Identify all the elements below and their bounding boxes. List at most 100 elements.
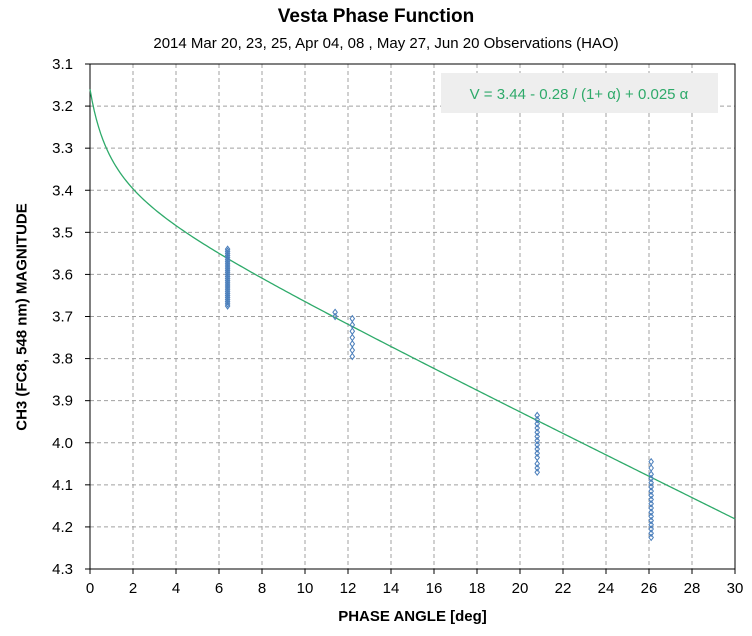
y-tick-label: 3.4 — [52, 182, 73, 199]
y-tick-label: 4.2 — [52, 519, 73, 536]
x-tick-label: 6 — [215, 580, 223, 597]
data-point — [332, 312, 338, 321]
data-point — [648, 533, 654, 542]
data-point — [224, 300, 231, 308]
x-tick-label: 12 — [340, 580, 357, 597]
fit-formula-label: V = 3.44 - 0.28 / (1+ α) + 0.025 α — [470, 86, 689, 103]
data-point — [648, 512, 654, 521]
data-point — [349, 352, 356, 361]
x-tick-label: 20 — [512, 580, 529, 597]
data-point — [349, 327, 356, 336]
y-tick-label: 4.1 — [52, 477, 73, 494]
data-point — [648, 464, 654, 472]
y-tick-label: 3.1 — [52, 56, 73, 73]
data-point — [648, 499, 654, 508]
data-point — [224, 245, 231, 254]
data-point — [534, 428, 541, 437]
x-tick-label: 22 — [555, 580, 572, 597]
data-point — [648, 516, 654, 525]
data-point — [534, 441, 541, 449]
data-point — [534, 468, 541, 477]
x-tick-label: 10 — [297, 580, 314, 597]
data-point — [224, 274, 231, 283]
data-point — [648, 491, 654, 500]
chart-subtitle: 2014 Mar 20, 23, 25, Apr 04, 08 , May 27… — [153, 35, 619, 52]
data-point — [224, 276, 231, 285]
data-point — [224, 266, 231, 275]
fit-curve — [89, 89, 736, 520]
data-points — [224, 245, 654, 542]
data-point — [534, 449, 541, 458]
data-point — [648, 483, 654, 491]
data-point — [648, 495, 654, 504]
data-point — [534, 459, 541, 468]
x-tick-label: 16 — [426, 580, 443, 597]
y-tick-label: 3.6 — [52, 266, 73, 283]
data-point — [534, 464, 541, 472]
y-tick-label: 3.5 — [52, 224, 73, 241]
data-point — [224, 249, 231, 258]
data-point — [534, 445, 541, 453]
data-point — [648, 520, 654, 529]
data-point — [648, 508, 654, 517]
x-axis-label: PHASE ANGLE [deg] — [338, 608, 487, 625]
data-point — [224, 289, 231, 298]
y-axis-label: CH3 (FC8, 548 nm) MAGNITUDE — [13, 203, 31, 431]
data-point — [332, 308, 338, 317]
data-point — [648, 504, 654, 512]
data-point — [534, 432, 541, 441]
data-point — [224, 264, 231, 272]
data-point — [224, 293, 231, 302]
data-point — [224, 285, 231, 293]
data-point — [534, 419, 541, 428]
y-tick-label: 4.3 — [52, 561, 73, 578]
data-point — [224, 247, 231, 256]
x-tick-label: 30 — [727, 580, 744, 597]
data-point — [648, 470, 654, 479]
data-point — [224, 302, 231, 310]
x-tick-label: 18 — [469, 580, 486, 597]
data-point — [648, 474, 654, 483]
x-tick-label: 8 — [258, 580, 266, 597]
data-point — [224, 260, 231, 268]
data-point — [648, 487, 654, 495]
y-tick-label: 4.0 — [52, 435, 73, 452]
data-point — [648, 457, 654, 466]
data-point — [224, 281, 231, 289]
data-point — [224, 287, 231, 296]
x-tick-label: 4 — [172, 580, 180, 597]
x-tick-label: 0 — [86, 580, 94, 597]
data-point — [349, 340, 356, 348]
x-tick-label: 28 — [684, 580, 701, 597]
data-point — [534, 453, 541, 462]
data-point — [534, 424, 541, 432]
x-tick-label: 2 — [129, 580, 137, 597]
x-tick-label: 26 — [641, 580, 658, 597]
data-point — [349, 346, 356, 355]
chart-title: Vesta Phase Function — [277, 6, 475, 27]
y-tick-label: 3.7 — [52, 309, 73, 326]
data-point — [534, 411, 541, 420]
axis-ticks: 0 2 4 6 8 10 12 14 16 18 20 22 24 26 28 303.13.23.33.43… — [52, 56, 743, 597]
data-point — [224, 295, 231, 304]
x-tick-label: 24 — [598, 580, 615, 597]
data-point — [224, 283, 231, 291]
data-point — [224, 297, 231, 306]
x-tick-label: 14 — [383, 580, 400, 597]
gridlines — [90, 64, 735, 569]
data-point — [349, 333, 356, 342]
data-point — [224, 278, 231, 287]
y-tick-label: 3.9 — [52, 393, 73, 410]
data-point — [534, 415, 541, 424]
data-point — [224, 291, 231, 300]
formula-box — [441, 73, 718, 113]
y-tick-label: 3.2 — [52, 98, 73, 115]
data-point — [648, 525, 654, 533]
data-point — [648, 529, 654, 538]
y-tick-label: 3.3 — [52, 140, 73, 157]
data-point — [534, 436, 541, 445]
y-tick-label: 3.8 — [52, 351, 73, 368]
data-point — [224, 262, 231, 270]
data-point — [648, 478, 654, 487]
